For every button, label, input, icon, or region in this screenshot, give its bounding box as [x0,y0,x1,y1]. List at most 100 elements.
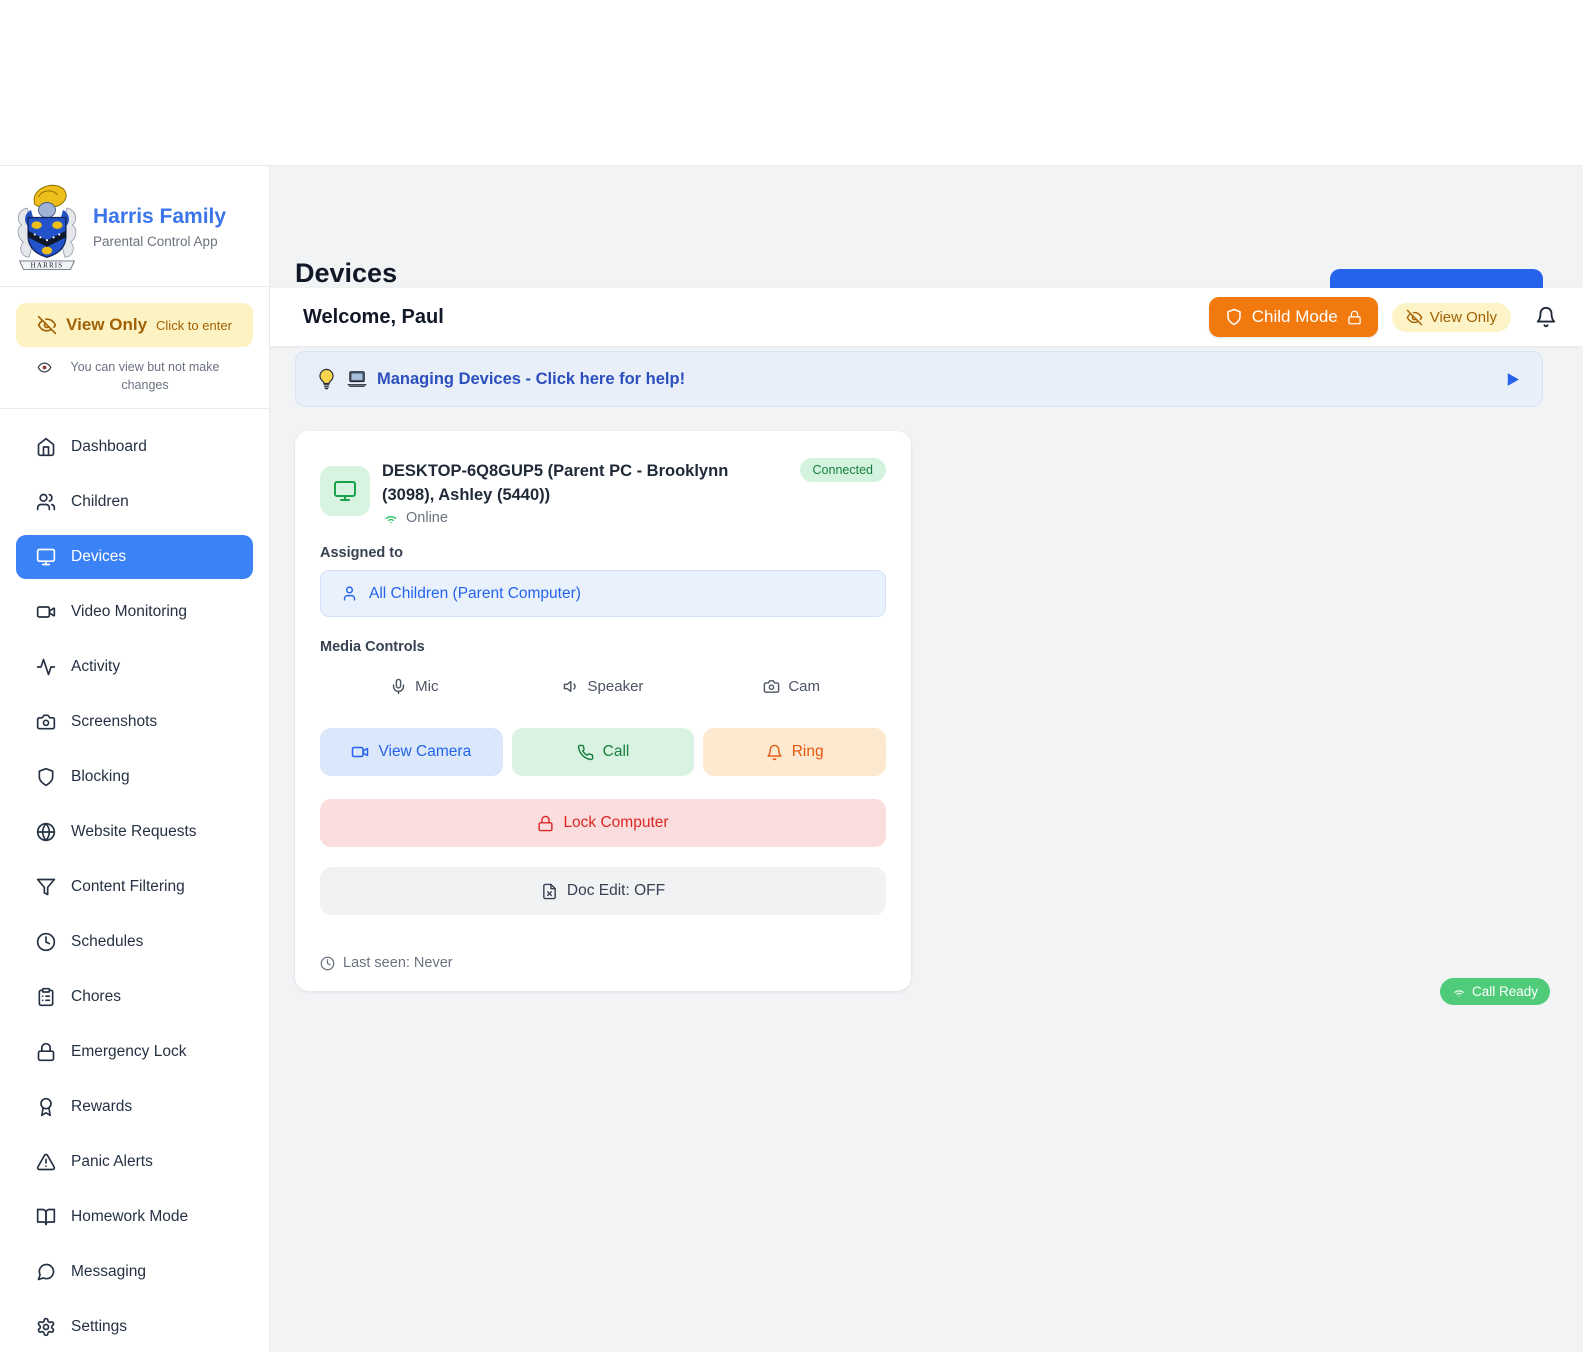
view-only-pill[interactable]: View Only [1391,302,1511,332]
video-icon [36,606,56,618]
sidebar-item-label: Settings [71,1318,128,1335]
assigned-to-label: Assigned to [320,545,403,561]
eye-off-icon [37,315,57,335]
action-buttons-row: View Camera Call Ring [320,728,886,776]
play-icon [1507,372,1519,386]
mic-icon [392,678,405,695]
camera-icon [36,714,56,730]
status-badge: Connected [799,458,886,482]
app-window: HARRIS Harris Family Parental Control Ap… [0,165,1583,1352]
clock-icon [320,956,335,970]
shield-icon [38,767,54,787]
welcome-text: Welcome, Paul [303,305,444,328]
assigned-to-chip[interactable]: All Children (Parent Computer) [320,570,886,617]
view-camera-label: View Camera [378,743,472,760]
call-label: Call [602,743,630,760]
sidebar-item-label: Schedules [71,933,144,950]
top-header: Welcome, Paul Child Mode View Only [270,288,1583,346]
sidebar-item-emergency-lock[interactable]: Emergency Lock [16,1030,253,1074]
view-only-label: View Only [66,315,148,334]
monitor-icon [36,548,56,566]
sidebar-item-website-requests[interactable]: Website Requests [16,810,253,854]
divider [0,408,269,409]
last-seen: Last seen: Never [320,955,453,971]
sidebar-item-settings[interactable]: Settings [16,1305,253,1349]
brand-text: Harris Family Parental Control App [93,205,226,248]
sidebar-item-label: Children [71,493,129,510]
sidebar-item-label: Dashboard [71,438,147,455]
sidebar-item-label: Emergency Lock [71,1043,187,1060]
lock-computer-button[interactable]: Lock Computer [320,799,886,847]
sidebar-item-children[interactable]: Children [16,480,253,524]
sidebar-item-label: Messaging [71,1263,146,1280]
crest-text: HARRIS [31,262,64,270]
sidebar-item-label: Chores [71,988,121,1005]
activity-icon [36,658,56,676]
child-mode-button[interactable]: Child Mode [1208,297,1378,337]
book-open-icon [36,1208,56,1226]
sidebar-item-schedules[interactable]: Schedules [16,920,253,964]
connection-status: Online [383,510,448,526]
home-icon [37,437,55,457]
sidebar-item-chores[interactable]: Chores [16,975,253,1019]
sidebar-item-dashboard[interactable]: Dashboard [16,425,253,469]
view-only-mode-banner[interactable]: View Only Click to enter [16,303,253,347]
bell-icon [767,744,782,760]
sidebar-item-blocking[interactable]: Blocking [16,755,253,799]
main-content: Devices Welcome, Paul Child Mode [270,166,1583,1352]
sidebar-item-label: Activity [71,658,121,675]
sidebar-item-label: Devices [71,548,127,565]
lock-icon [538,815,554,831]
globe-icon [36,822,56,842]
sidebar-menu: Dashboard Children Devices Video Monitor… [0,409,269,1349]
monitor-icon [334,481,356,501]
add-device-button-partial[interactable] [1330,269,1543,289]
video-icon [352,746,369,758]
sidebar-item-activity[interactable]: Activity [16,645,253,689]
ring-label: Ring [791,743,824,760]
family-name: Harris Family [93,205,227,229]
ring-button[interactable]: Ring [703,728,886,776]
sidebar-item-label: Blocking [71,768,130,785]
media-controls-row: Mic Speaker Cam [320,678,886,695]
camera-icon [764,680,780,693]
device-type-tile [320,466,370,516]
help-banner[interactable]: Managing Devices - Click here for help! [295,351,1543,407]
speaker-status: Speaker [509,678,698,695]
speaker-label: Speaker [587,678,644,695]
play-help-button[interactable] [1503,370,1522,389]
sidebar-item-content-filtering[interactable]: Content Filtering [16,865,253,909]
device-name: DESKTOP-6Q8GUP5 (Parent PC - Brooklynn (… [382,462,729,504]
sidebar-item-rewards[interactable]: Rewards [16,1085,253,1129]
doc-edit-toggle-button[interactable]: Doc Edit: OFF [320,867,886,915]
call-button[interactable]: Call [511,728,695,776]
notifications-button[interactable] [1535,306,1557,328]
child-mode-label: Child Mode [1251,307,1338,326]
assigned-to-value: All Children (Parent Computer) [369,584,581,602]
doc-edit-label: Doc Edit: OFF [566,882,666,899]
sidebar-item-label: Homework Mode [71,1208,189,1225]
device-card: DESKTOP-6Q8GUP5 (Parent PC - Brooklynn (… [295,431,911,991]
sidebar-item-screenshots[interactable]: Screenshots [16,700,253,744]
clipboard-icon [38,987,54,1007]
last-seen-text: Last seen: Never [343,955,453,971]
sidebar-item-devices[interactable]: Devices [16,535,253,579]
header-actions: Child Mode View Only [1208,297,1557,337]
lock-icon [1347,310,1361,324]
user-icon [343,586,356,601]
connection-status-label: Online [406,510,448,526]
sidebar-item-video-monitoring[interactable]: Video Monitoring [16,590,253,634]
users-icon [36,493,56,511]
sidebar-item-messaging[interactable]: Messaging [16,1250,253,1294]
view-camera-button[interactable]: View Camera [320,728,503,776]
sidebar: HARRIS Harris Family Parental Control Ap… [0,166,270,1352]
media-controls-label: Media Controls [320,639,425,655]
family-crest-logo: HARRIS [17,184,77,270]
sidebar-item-homework-mode[interactable]: Homework Mode [16,1195,253,1239]
wifi-icon [385,516,397,524]
cam-status: Cam [697,678,886,695]
divider [0,286,269,287]
sidebar-item-panic-alerts[interactable]: Panic Alerts [16,1140,253,1184]
help-banner-link[interactable]: Managing Devices - Click here for help! [377,369,686,388]
app-subtitle: Parental Control App [93,233,218,249]
